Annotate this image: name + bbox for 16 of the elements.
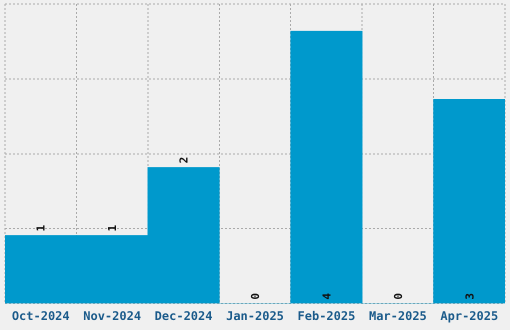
data-label: 4 (320, 292, 334, 300)
bar (290, 30, 362, 304)
data-label: 1 (34, 224, 48, 232)
x-tick-label: Mar-2025 (368, 308, 427, 323)
x-tick-label: Dec-2024 (154, 308, 212, 323)
x-tick-label: Feb-2025 (298, 308, 356, 323)
data-label: 1 (106, 224, 120, 232)
data-label: 0 (249, 292, 262, 300)
bar (433, 99, 505, 304)
data-label: 3 (463, 292, 476, 300)
x-tick-label: Jan-2025 (226, 308, 284, 323)
x-tick-label: Oct-2024 (12, 308, 70, 323)
data-label: 2 (178, 156, 191, 164)
x-tick-label: Apr-2025 (440, 308, 498, 323)
x-tick-label: Nov-2024 (83, 308, 142, 323)
data-label: 0 (392, 292, 405, 300)
